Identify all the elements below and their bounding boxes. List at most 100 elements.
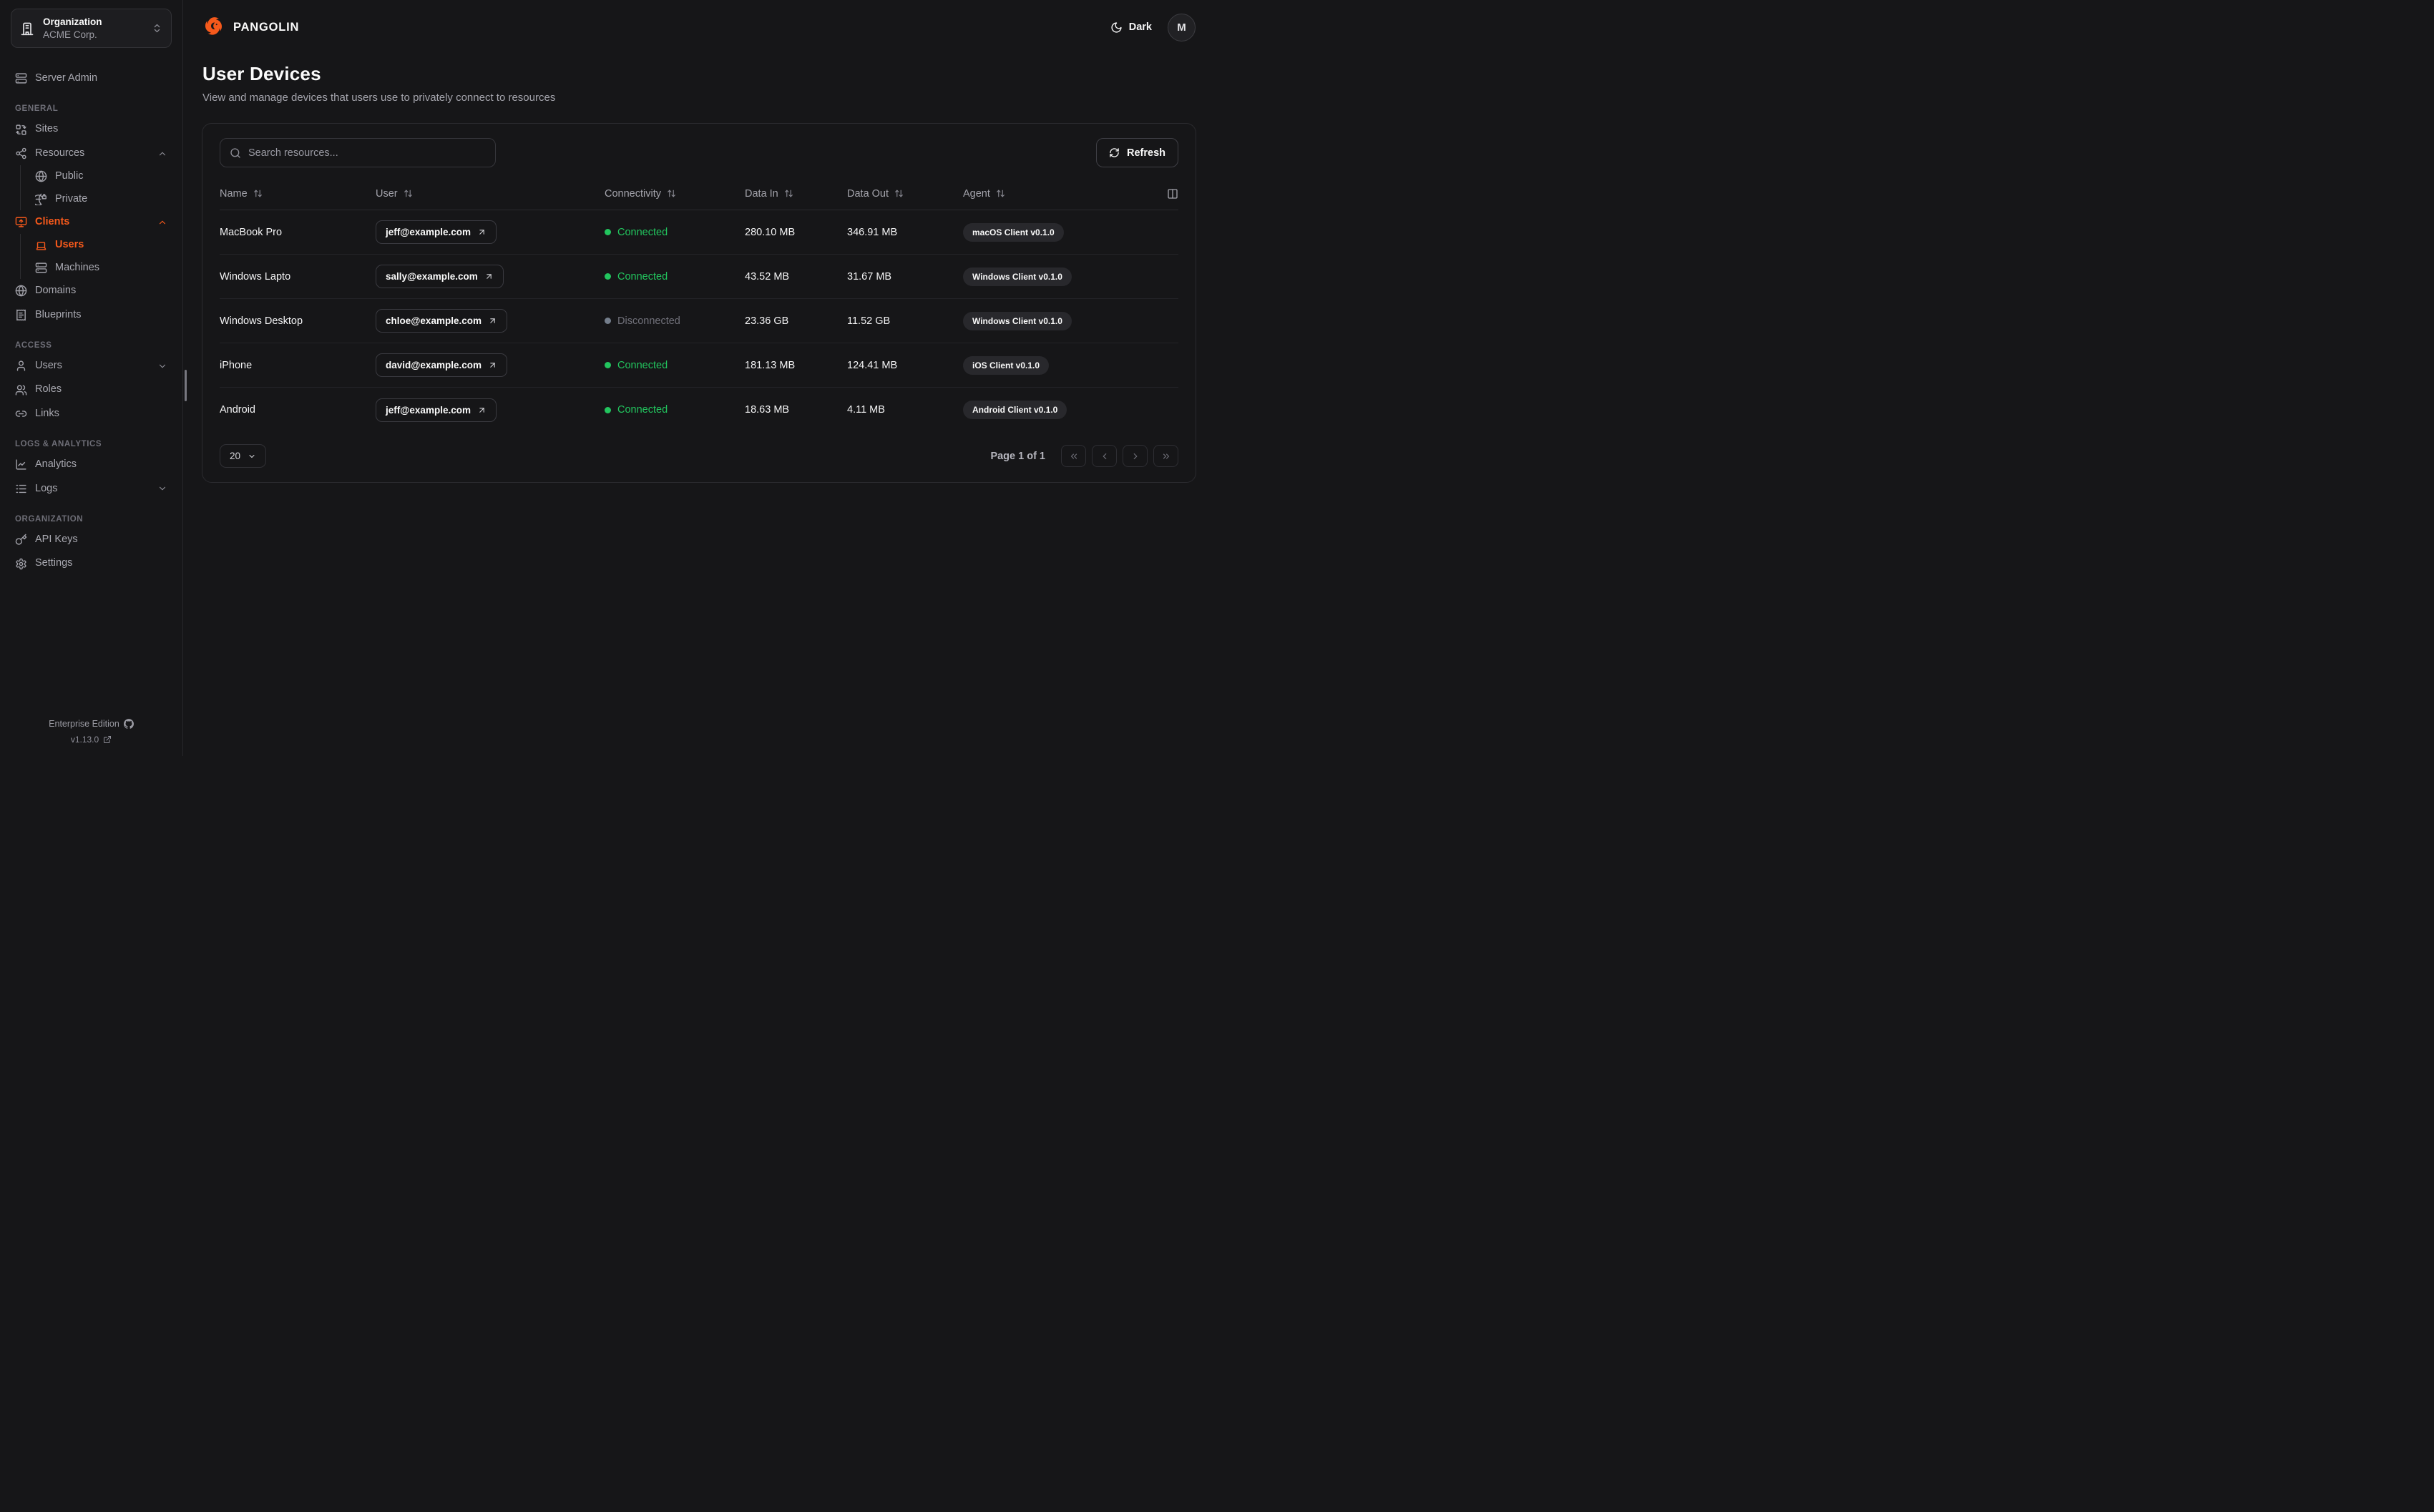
- column-visibility-button[interactable]: [1158, 188, 1178, 200]
- sidebar-item-analytics[interactable]: Analytics: [11, 453, 172, 476]
- sidebar-item-private[interactable]: Private: [31, 188, 172, 210]
- devices-card: Refresh Name User Connectivity Data In: [202, 123, 1196, 483]
- server-icon: [15, 72, 27, 84]
- page-subtitle: View and manage devices that users use t…: [202, 92, 556, 104]
- column-header-data-in[interactable]: Data In: [745, 188, 847, 200]
- user-link-button[interactable]: chloe@example.com: [376, 309, 507, 333]
- chevron-down-icon: [248, 452, 256, 461]
- sidebar-item-roles[interactable]: Roles: [11, 378, 172, 401]
- sidebar-item-resources[interactable]: Resources: [11, 142, 172, 165]
- refresh-button[interactable]: Refresh: [1096, 138, 1178, 167]
- version-link[interactable]: v1.13.0: [0, 732, 182, 747]
- resources-sub-list: Public Private: [20, 165, 172, 211]
- sidebar-item-clients[interactable]: Clients: [11, 210, 172, 234]
- topbar: PANGOLIN Dark M: [183, 0, 1217, 54]
- sidebar-item-access-users[interactable]: Users: [11, 354, 172, 378]
- sidebar-item-label: Sites: [35, 123, 59, 135]
- arrow-up-right-icon: [488, 360, 497, 370]
- org-selector-value: ACME Corp.: [43, 29, 97, 40]
- sidebar-item-settings[interactable]: Settings: [11, 551, 172, 575]
- refresh-icon: [1109, 147, 1120, 158]
- sidebar-scrollbar-thumb[interactable]: [185, 370, 187, 401]
- user-link-button[interactable]: jeff@example.com: [376, 220, 497, 244]
- connectivity-status: Connected: [605, 271, 745, 283]
- sidebar-item-label: Clients: [35, 216, 70, 228]
- page-title: User Devices: [202, 63, 321, 84]
- brand-logo[interactable]: PANGOLIN: [202, 16, 299, 39]
- section-label-access: ACCESS: [15, 341, 52, 350]
- column-header-data-out[interactable]: Data Out: [847, 188, 963, 200]
- user-email: sally@example.com: [386, 271, 478, 282]
- sidebar-item-links[interactable]: Links: [11, 402, 172, 426]
- status-dot: [605, 318, 611, 324]
- data-out: 4.11 MB: [847, 404, 885, 416]
- user-cell: david@example.com: [376, 353, 605, 377]
- prev-page-button[interactable]: [1092, 445, 1117, 467]
- clients-sub-list: Users Machines: [20, 234, 172, 280]
- sort-arrows-icon: [784, 189, 793, 198]
- user-link-button[interactable]: david@example.com: [376, 353, 507, 377]
- refresh-label: Refresh: [1127, 147, 1165, 159]
- search-input[interactable]: [248, 147, 486, 159]
- table-header-row: Name User Connectivity Data In Data Out: [220, 177, 1178, 210]
- user-link-button[interactable]: jeff@example.com: [376, 398, 497, 422]
- status-label: Disconnected: [617, 315, 680, 327]
- sidebar-item-machines[interactable]: Machines: [31, 257, 172, 279]
- next-page-button[interactable]: [1123, 445, 1148, 467]
- sidebar-item-sites[interactable]: Sites: [11, 117, 172, 141]
- sites-icon: [15, 124, 27, 136]
- column-header-name[interactable]: Name: [220, 188, 376, 200]
- page-size-select[interactable]: 20: [220, 444, 267, 468]
- sidebar-item-api-keys[interactable]: API Keys: [11, 528, 172, 551]
- data-in: 23.36 GB: [745, 315, 789, 327]
- building-icon: [20, 21, 34, 36]
- sidebar-item-logs[interactable]: Logs: [11, 477, 172, 501]
- column-header-agent[interactable]: Agent: [963, 188, 1158, 200]
- version-label: v1.13.0: [70, 735, 99, 745]
- org-selector[interactable]: Organization ACME Corp.: [11, 9, 172, 49]
- first-page-button[interactable]: [1061, 445, 1086, 467]
- devices-table: Name User Connectivity Data In Data Out: [220, 177, 1178, 432]
- sort-arrows-icon: [996, 189, 1005, 198]
- connectivity-status: Disconnected: [605, 315, 745, 327]
- column-label: Connectivity: [605, 187, 661, 200]
- globe-icon: [15, 285, 27, 297]
- table-row: Android jeff@example.com Connected 18.63…: [220, 388, 1178, 432]
- sidebar-item-label: Analytics: [35, 458, 77, 471]
- user-email: david@example.com: [386, 360, 482, 370]
- data-out: 11.52 GB: [847, 315, 891, 327]
- user-email: chloe@example.com: [386, 315, 482, 326]
- sidebar-item-blueprints[interactable]: Blueprints: [11, 303, 172, 327]
- avatar[interactable]: M: [1168, 13, 1196, 41]
- sidebar-item-label: Links: [35, 407, 59, 419]
- agent-cell: Windows Client v0.1.0: [963, 267, 1158, 286]
- sidebar-item-public[interactable]: Public: [31, 165, 172, 187]
- table-row: iPhone david@example.com Connected 181.1…: [220, 343, 1178, 388]
- card-toolbar: Refresh: [220, 138, 1178, 167]
- brand-name: PANGOLIN: [233, 20, 300, 34]
- last-page-button[interactable]: [1153, 445, 1178, 467]
- device-name: Windows Lapto: [220, 270, 291, 283]
- edition-link[interactable]: Enterprise Edition: [0, 716, 182, 732]
- sidebar-item-client-users[interactable]: Users: [31, 234, 172, 256]
- agent-badge: Windows Client v0.1.0: [963, 267, 1072, 286]
- sidebar-item-domains[interactable]: Domains: [11, 279, 172, 303]
- table-row: Windows Lapto sally@example.com Connecte…: [220, 255, 1178, 299]
- theme-toggle[interactable]: Dark: [1110, 21, 1152, 34]
- sidebar-item-server-admin[interactable]: Server Admin: [11, 67, 172, 90]
- gear-icon: [15, 558, 27, 570]
- sort-arrows-icon: [894, 189, 904, 198]
- agent-cell: Windows Client v0.1.0: [963, 311, 1158, 330]
- column-header-connectivity[interactable]: Connectivity: [605, 188, 745, 200]
- data-out: 346.91 MB: [847, 226, 898, 238]
- sidebar-item-label: Blueprints: [35, 308, 82, 320]
- data-in: 181.13 MB: [745, 359, 796, 371]
- page-size-value: 20: [230, 451, 241, 461]
- status-dot: [605, 406, 611, 413]
- server-icon: [35, 262, 47, 274]
- topbar-right: Dark M: [1110, 13, 1196, 41]
- column-header-user[interactable]: User: [376, 188, 605, 200]
- status-dot: [605, 362, 611, 368]
- key-icon: [15, 534, 27, 546]
- user-link-button[interactable]: sally@example.com: [376, 265, 504, 288]
